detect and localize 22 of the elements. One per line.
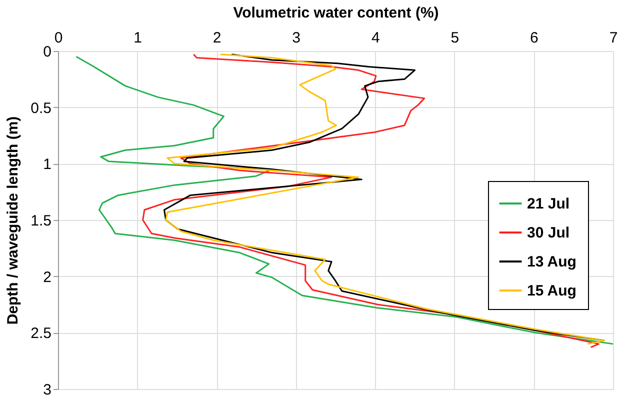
- x-tick-label: 1: [134, 30, 142, 46]
- y-tick-label: 1: [43, 156, 52, 174]
- x-tick-label: 2: [212, 30, 222, 46]
- line-series: [75, 56, 614, 345]
- x-tick-label: 3: [292, 30, 301, 46]
- y-axis-title: Depth / waveguide length (m): [4, 116, 22, 325]
- legend-label: 15 Aug: [527, 282, 576, 300]
- x-tick-label: 4: [371, 30, 380, 46]
- x-axis-title: Volumetric water content (%): [233, 4, 439, 22]
- y-tick-label: 0: [43, 44, 52, 60]
- y-tick-label: 3: [43, 382, 52, 398]
- legend-label: 30 Jul: [527, 224, 570, 242]
- y-tick-label: 0.5: [30, 100, 52, 117]
- y-tick-label: 1.5: [30, 212, 52, 230]
- x-tick-label: 0: [54, 30, 63, 46]
- x-tick-label: 7: [609, 30, 618, 46]
- legend-label: 13 Aug: [527, 254, 576, 270]
- y-tick-label: 2.5: [30, 325, 52, 342]
- x-tick-label: 6: [530, 30, 538, 46]
- y-tick-label: 2: [43, 268, 52, 286]
- x-tick-label: 5: [450, 30, 460, 46]
- legend-label: 21 Jul: [527, 196, 570, 212]
